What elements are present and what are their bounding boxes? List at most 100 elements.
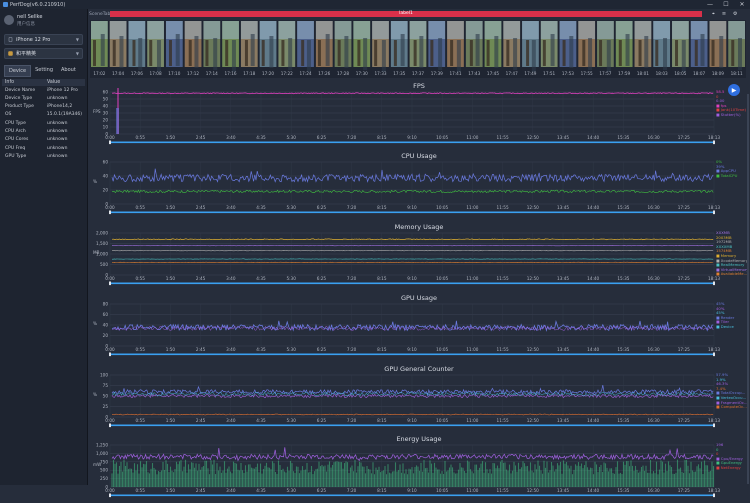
tab-device[interactable]: Device (4, 65, 31, 77)
screenshot-thumb[interactable]: 17:45 (485, 21, 502, 76)
app-select[interactable]: 和平精英 ▼ (4, 48, 83, 59)
tab-setting[interactable]: Setting (31, 65, 57, 77)
timeline-handle-right[interactable] (713, 141, 715, 145)
screenshot-thumb[interactable]: 18:07 (691, 21, 708, 76)
timeline-handle-left[interactable] (109, 494, 111, 498)
chart-legend: 0%39%■ AppCPU■ TotalCPU (716, 160, 737, 178)
close-button[interactable]: ✕ (734, 1, 750, 8)
timeline-handle-right[interactable] (713, 424, 715, 428)
timeline-bar[interactable] (110, 212, 714, 214)
screenshot-thumb[interactable]: 18:11 (728, 21, 745, 76)
screenshot-thumb[interactable]: 17:53 (560, 21, 577, 76)
screenshot-thumb[interactable]: 17:12 (185, 21, 202, 76)
info-header-key: Info (5, 80, 47, 85)
timeline-handle-right[interactable] (713, 494, 715, 498)
screenshot-thumb[interactable]: 17:49 (522, 21, 539, 76)
device-select[interactable]: iPhone 12 Pro ▼ (4, 34, 83, 45)
timeline-bar[interactable] (110, 283, 714, 285)
screenshot-thumb[interactable]: 17:39 (428, 21, 445, 76)
legend-item[interactable]: ■ TotalCPU (716, 174, 737, 179)
timeline-bar[interactable] (110, 495, 714, 497)
screenshot-thumb[interactable]: 17:35 (391, 21, 408, 76)
timeline-bar[interactable] (110, 142, 714, 144)
maximize-button[interactable]: ☐ (718, 1, 734, 8)
timeline-bar[interactable] (110, 354, 714, 356)
info-value: iPhone 12 Pro (47, 88, 78, 93)
scrollbar[interactable] (747, 94, 749, 484)
scene-row: SceneTab label1 ⌖ ≡ ⚙ (88, 10, 750, 18)
screenshot-thumb[interactable]: 18:01 (635, 21, 652, 76)
x-tick-label: 14:40 (587, 347, 599, 352)
screenshot-thumb[interactable]: 17:47 (503, 21, 520, 76)
user-panel[interactable]: nell Sellke 用户信息 (0, 9, 87, 31)
location-icon[interactable]: ⌖ (712, 11, 715, 17)
timeline-handle-right[interactable] (713, 282, 715, 286)
x-tick-label: 9:10 (407, 205, 417, 210)
screenshot-thumb[interactable]: 17:04 (110, 21, 127, 76)
screenshot-thumb[interactable]: 17:20 (260, 21, 277, 76)
screenshot-thumb[interactable]: 17:43 (466, 21, 483, 76)
screenshot-thumb[interactable]: 18:05 (672, 21, 689, 76)
timeline-bar[interactable] (110, 425, 714, 427)
screenshot-thumb[interactable]: 17:28 (335, 21, 352, 76)
screenshot-thumb[interactable]: 17:57 (597, 21, 614, 76)
screenshot-thumb[interactable]: 17:22 (278, 21, 295, 76)
legend-item[interactable]: ■ Device (716, 325, 734, 330)
app-select-value: 和平精英 (16, 50, 36, 57)
timeline-handle-left[interactable] (109, 424, 111, 428)
screenshot-thumb[interactable]: 17:18 (241, 21, 258, 76)
y-tick-label: 50 (103, 394, 109, 399)
screenshot-thumb[interactable]: 17:02 (91, 21, 108, 76)
screenshot-thumb[interactable]: 17:24 (297, 21, 314, 76)
y-tick-label: 500 (100, 468, 108, 473)
x-tick-label: 11:55 (497, 488, 509, 493)
screenshot-thumb[interactable]: 17:55 (578, 21, 595, 76)
user-subtitle[interactable]: 用户信息 (17, 21, 42, 27)
legend-item[interactable]: ■ NetEnergy (716, 466, 743, 471)
info-value: unknown (47, 96, 67, 101)
screenshot-thumb[interactable]: 17:59 (616, 21, 633, 76)
timeline-handle-left[interactable] (109, 211, 111, 215)
series-line (112, 93, 713, 94)
y-tick-label: 20 (103, 188, 109, 193)
legend-item[interactable]: ■ ComputeOc... (716, 405, 748, 410)
menu-icon[interactable]: ≡ (722, 11, 726, 17)
legend-item[interactable]: ■ AvailableMe... (716, 272, 749, 277)
screenshot-thumb[interactable]: 17:06 (128, 21, 145, 76)
x-tick-label: 0:00 (105, 276, 115, 281)
scene-tag-bar[interactable]: label1 (110, 11, 702, 17)
x-tick-label: 3:40 (226, 488, 236, 493)
timeline-handle-right[interactable] (713, 211, 715, 215)
minimize-button[interactable]: — (702, 1, 718, 8)
timeline-handle-right[interactable] (713, 353, 715, 357)
x-tick-label: 18:13 (708, 488, 720, 493)
info-key: Device Name (5, 88, 47, 93)
screenshot-thumb[interactable]: 17:08 (147, 21, 164, 76)
screenshot-thumb[interactable]: 17:14 (203, 21, 220, 76)
screenshot-thumb[interactable]: 18:09 (710, 21, 727, 76)
tab-about[interactable]: About (57, 65, 80, 77)
screenshot-thumb[interactable]: 17:26 (316, 21, 333, 76)
screenshot-thumb[interactable]: 17:37 (410, 21, 427, 76)
timeline-handle-left[interactable] (109, 353, 111, 357)
info-value: unknown (47, 146, 67, 151)
screenshot-thumb[interactable]: 17:16 (222, 21, 239, 76)
gear-icon[interactable]: ⚙ (733, 11, 737, 17)
screenshot-thumb[interactable]: 17:33 (372, 21, 389, 76)
timeline-handle-left[interactable] (109, 141, 111, 145)
legend-item[interactable]: ■ Stutter(%) (716, 113, 746, 118)
screenshot-thumb[interactable]: 18:03 (653, 21, 670, 76)
screenshot-thumb[interactable]: 17:10 (166, 21, 183, 76)
screenshot-thumb[interactable]: 17:41 (447, 21, 464, 76)
screenshot-thumb[interactable]: 17:30 (353, 21, 370, 76)
timeline-handle-left[interactable] (109, 282, 111, 286)
x-tick-label: 10:05 (436, 276, 448, 281)
screenshot-thumb[interactable]: 17:51 (541, 21, 558, 76)
